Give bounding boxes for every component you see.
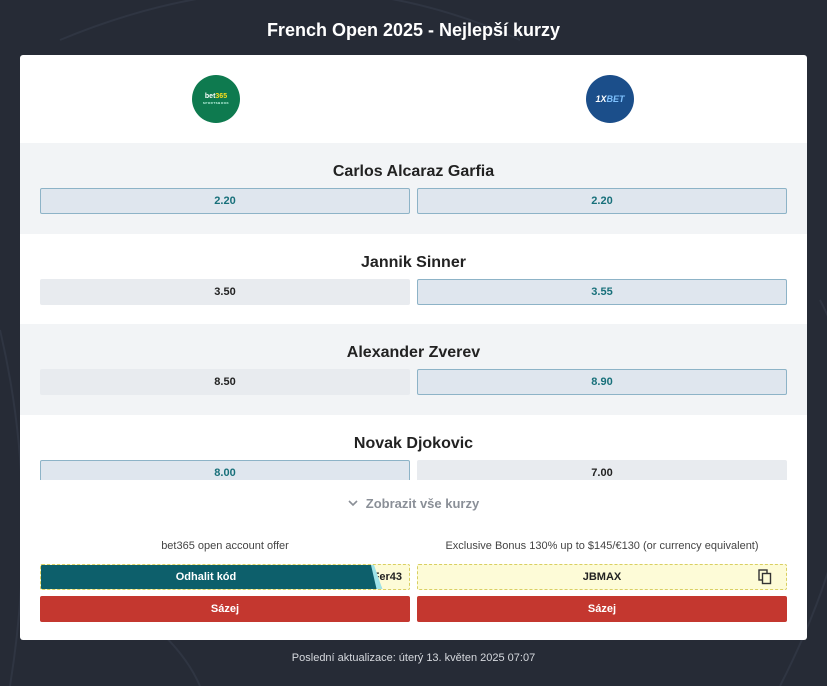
promo-code-peek: Fer43 [372, 571, 402, 583]
odds-button-bet365[interactable]: 3.50 [40, 278, 410, 305]
bookmaker-logos: bet365 SPORTSBOOK 1X BET [20, 55, 807, 143]
page-title: French Open 2025 - Nejlepší kurzy [266, 20, 561, 40]
show-all-odds-button[interactable]: Zobrazit vše kurzy [20, 480, 807, 526]
bet365-logo-text: bet [204, 93, 216, 100]
player-name: Carlos Alcaraz Garfia [332, 163, 495, 180]
promo-code: JBMAX [582, 571, 622, 583]
offer-1xbet: Exclusive Bonus 130% up to $145/€130 (or… [417, 540, 787, 622]
chevron-down-icon [348, 500, 358, 507]
1xbet-logo-text: 1X [595, 94, 607, 104]
player-name: Alexander Zverev [346, 344, 481, 361]
offer-description: Exclusive Bonus 130% up to $145/€130 (or… [445, 540, 759, 552]
odds-card: bet365 SPORTSBOOK 1X BET Carlos Alcaraz G… [20, 55, 807, 640]
reveal-code-label: Odhalit kód [41, 565, 371, 589]
offer-description: bet365 open account offer [161, 540, 289, 552]
show-all-label: Zobrazit vše kurzy [365, 495, 480, 511]
player-row: Alexander Zverev 8.50 8.90 [20, 324, 807, 415]
offer-bet365: bet365 open account offer Fer43 Odhalit … [40, 540, 410, 622]
bet-button-1xbet[interactable]: Sázej [417, 596, 787, 622]
odds-button-bet365[interactable]: 8.50 [40, 369, 410, 395]
odds-button-1xbet[interactable]: 3.55 [417, 278, 787, 305]
odds-table: Carlos Alcaraz Garfia 2.20 2.20 Jannik S… [20, 143, 807, 480]
player-row: Jannik Sinner 3.50 3.55 [20, 234, 807, 325]
odds-button-bet365[interactable]: 8.00 [40, 459, 410, 480]
last-update: Poslední aktualizace: úterý 13. květen 2… [291, 652, 536, 664]
1xbet-logo[interactable]: 1X BET [586, 75, 634, 123]
bet-button-bet365[interactable]: Sázej [40, 596, 410, 622]
odds-button-1xbet[interactable]: 2.20 [417, 188, 787, 214]
player-row: Novak Djokovic 8.00 7.00 [20, 415, 807, 480]
bet365-logo[interactable]: bet365 SPORTSBOOK [192, 75, 240, 123]
player-name: Novak Djokovic [353, 434, 474, 452]
bet365-logo-sub: SPORTSBOOK [202, 101, 230, 105]
peel-corner-icon [369, 565, 383, 589]
reveal-code-button[interactable]: Fer43 Odhalit kód [40, 564, 410, 590]
promo-code-box[interactable]: JBMAX [417, 564, 787, 590]
odds-button-1xbet[interactable]: 7.00 [417, 459, 787, 480]
player-name: Jannik Sinner [361, 253, 466, 271]
1xbet-logo-accent: BET [606, 94, 625, 104]
player-row: Carlos Alcaraz Garfia 2.20 2.20 [20, 143, 807, 234]
bet365-logo-accent: 365 [215, 93, 228, 100]
copy-icon[interactable] [758, 569, 772, 585]
odds-button-bet365[interactable]: 2.20 [40, 188, 410, 214]
offers: bet365 open account offer Fer43 Odhalit … [20, 540, 807, 622]
odds-button-1xbet[interactable]: 8.90 [417, 369, 787, 395]
